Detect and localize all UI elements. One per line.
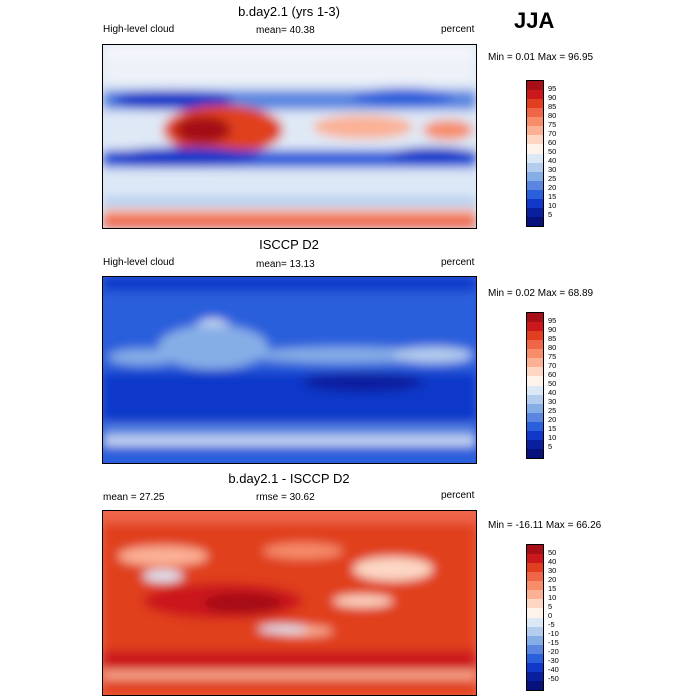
tick-label: 10	[548, 433, 557, 442]
panel-units-label: percent	[441, 490, 475, 501]
tick-label: 25	[548, 174, 557, 183]
tick-label: 60	[548, 138, 557, 147]
tick-label: 40	[548, 557, 557, 566]
tick-label: 0	[548, 611, 553, 620]
colorbar	[526, 312, 544, 459]
panel-title: b.day2.1 (yrs 1-3)	[238, 4, 340, 19]
panel-units-label: percent	[441, 24, 475, 35]
tick-label: 70	[548, 361, 557, 370]
tick-label: 40	[548, 156, 557, 165]
tick-label: 20	[548, 183, 557, 192]
tick-label: 90	[548, 93, 557, 102]
tick-label: 75	[548, 352, 557, 361]
tick-label: 30	[548, 566, 557, 575]
tick-label: 30	[548, 397, 557, 406]
tick-label: 50	[548, 147, 557, 156]
tick-label: 30	[548, 165, 557, 174]
tick-label: -20	[548, 647, 559, 656]
tick-label: -30	[548, 656, 559, 665]
season-label: JJA	[514, 8, 555, 33]
tick-label: 5	[548, 602, 553, 611]
panel-variable-label: High-level cloud	[103, 24, 175, 35]
colorbar	[526, 80, 544, 227]
tick-label: 15	[548, 424, 557, 433]
tick-label: -15	[548, 638, 559, 647]
tick-label: 60	[548, 370, 557, 379]
panel-units-label: percent	[441, 257, 475, 268]
tick-label: 90	[548, 325, 557, 334]
tick-label: -50	[548, 674, 559, 683]
panel-minmax-label: Min = 0.02 Max = 68.89	[488, 288, 594, 299]
tick-label: 10	[548, 201, 557, 210]
tick-label: 15	[548, 584, 557, 593]
colorbar	[526, 544, 544, 691]
tick-label: -10	[548, 629, 559, 638]
tick-label: 20	[548, 415, 557, 424]
tick-label: 95	[548, 84, 557, 93]
tick-label: 50	[548, 379, 557, 388]
panel-minmax-label: Min = 0.01 Max = 96.95	[488, 52, 594, 63]
tick-label: 70	[548, 129, 557, 138]
tick-label: 40	[548, 388, 557, 397]
tick-label: 85	[548, 334, 557, 343]
tick-label: 5	[548, 442, 553, 451]
tick-label: 15	[548, 192, 557, 201]
panel-rmse-label: rmse = 30.62	[256, 492, 315, 503]
tick-label: 10	[548, 593, 557, 602]
map-plot	[102, 276, 477, 464]
map-plot	[102, 510, 477, 696]
panel-minmax-label: Min = -16.11 Max = 66.26	[488, 520, 602, 531]
tick-label: 80	[548, 111, 557, 120]
map-plot	[102, 44, 477, 229]
tick-label: 85	[548, 102, 557, 111]
tick-label: -40	[548, 665, 559, 674]
tick-label: 20	[548, 575, 557, 584]
tick-label: 80	[548, 343, 557, 352]
panel-mean-label: mean= 13.13	[256, 259, 315, 270]
tick-label: 75	[548, 120, 557, 129]
panel-title: b.day2.1 - ISCCP D2	[228, 471, 350, 486]
panel-mean-label: mean = 27.25	[103, 492, 165, 503]
panel-mean-label: mean= 40.38	[256, 25, 315, 36]
tick-label: 95	[548, 316, 557, 325]
tick-label: 50	[548, 548, 557, 557]
panel-title: ISCCP D2	[259, 237, 319, 252]
tick-label: -5	[548, 620, 555, 629]
tick-label: 5	[548, 210, 553, 219]
tick-label: 25	[548, 406, 557, 415]
panel-variable-label: High-level cloud	[103, 257, 175, 268]
